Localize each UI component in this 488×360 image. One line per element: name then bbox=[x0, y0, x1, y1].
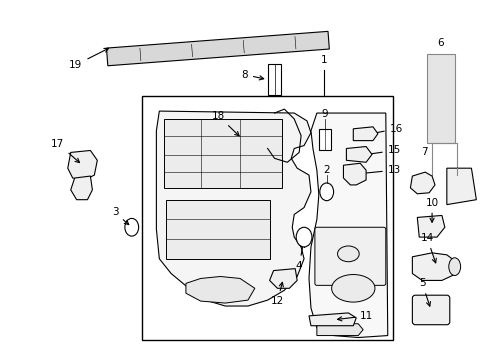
Text: 9: 9 bbox=[321, 109, 327, 119]
Polygon shape bbox=[346, 147, 371, 162]
Text: 19: 19 bbox=[69, 48, 108, 70]
Polygon shape bbox=[343, 163, 366, 185]
Text: 6: 6 bbox=[437, 38, 443, 48]
Text: 4: 4 bbox=[295, 243, 304, 271]
Ellipse shape bbox=[331, 275, 374, 302]
Bar bbox=[142, 96, 392, 341]
Text: 1: 1 bbox=[320, 55, 326, 65]
Polygon shape bbox=[156, 111, 310, 306]
Text: 8: 8 bbox=[241, 69, 263, 80]
Ellipse shape bbox=[448, 258, 460, 275]
Text: 14: 14 bbox=[420, 233, 435, 263]
Text: 15: 15 bbox=[364, 145, 400, 156]
Polygon shape bbox=[416, 215, 444, 237]
Text: 5: 5 bbox=[418, 278, 429, 306]
Polygon shape bbox=[71, 176, 92, 200]
FancyBboxPatch shape bbox=[411, 295, 449, 325]
Polygon shape bbox=[308, 113, 387, 338]
Bar bbox=[267, 64, 281, 95]
Text: 10: 10 bbox=[425, 198, 438, 222]
Polygon shape bbox=[411, 253, 458, 280]
Text: 18: 18 bbox=[211, 111, 239, 136]
Polygon shape bbox=[308, 313, 356, 326]
Text: 13: 13 bbox=[359, 165, 400, 175]
Ellipse shape bbox=[124, 219, 139, 236]
Polygon shape bbox=[269, 269, 297, 288]
Polygon shape bbox=[352, 127, 377, 141]
Text: 11: 11 bbox=[337, 311, 373, 321]
Bar bbox=[318, 129, 330, 150]
Text: 17: 17 bbox=[51, 139, 80, 163]
Text: 12: 12 bbox=[270, 282, 284, 306]
Polygon shape bbox=[409, 172, 434, 194]
Ellipse shape bbox=[319, 183, 333, 201]
Polygon shape bbox=[446, 168, 475, 204]
Text: 7: 7 bbox=[420, 148, 427, 157]
Bar bbox=[164, 119, 282, 188]
Polygon shape bbox=[185, 276, 254, 303]
FancyBboxPatch shape bbox=[314, 227, 385, 285]
Polygon shape bbox=[316, 324, 363, 336]
Text: 2: 2 bbox=[323, 165, 329, 175]
Polygon shape bbox=[106, 31, 329, 66]
Bar bbox=[166, 200, 269, 259]
Polygon shape bbox=[68, 150, 97, 180]
Ellipse shape bbox=[337, 246, 359, 262]
Text: 3: 3 bbox=[111, 207, 128, 225]
Text: 16: 16 bbox=[369, 124, 402, 135]
Ellipse shape bbox=[296, 227, 311, 247]
Bar bbox=[426, 54, 454, 143]
